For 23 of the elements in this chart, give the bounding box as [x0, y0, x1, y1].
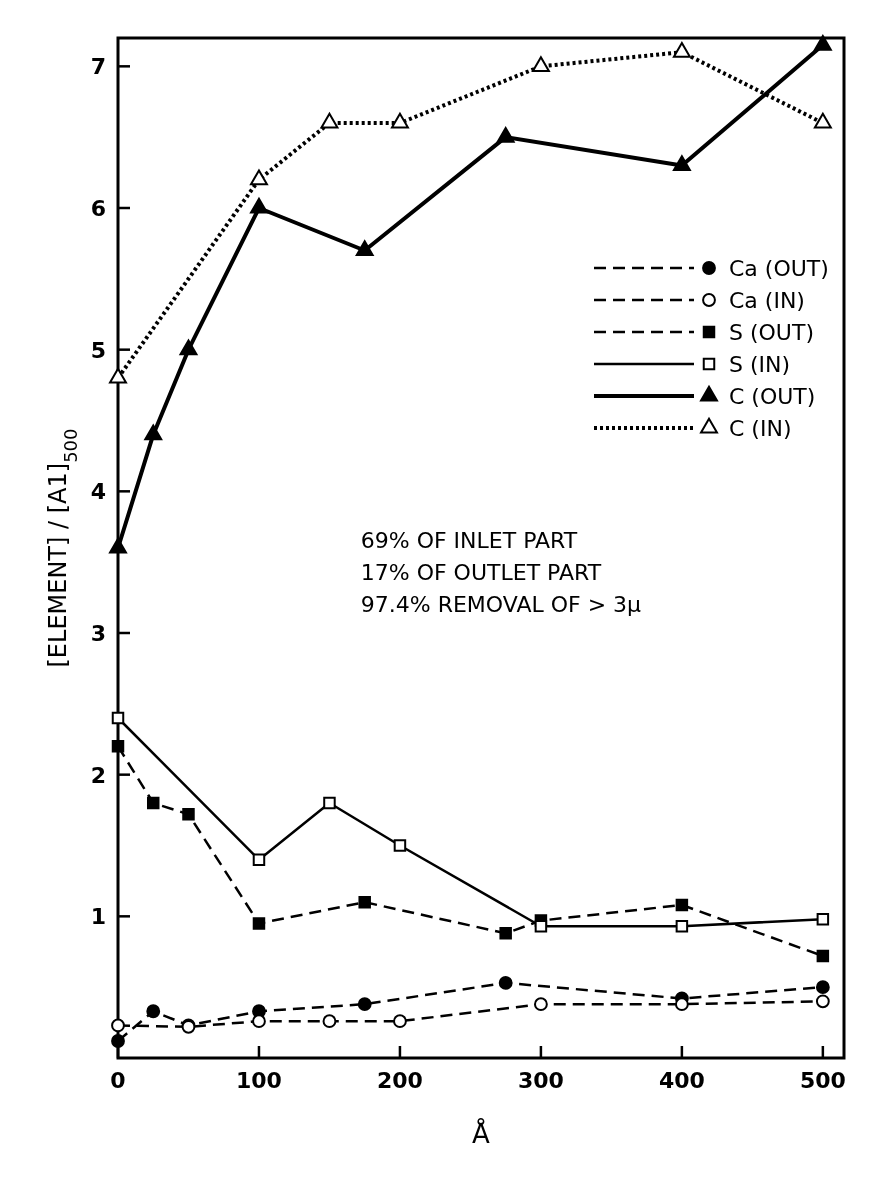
y-tick-label: 1: [90, 904, 106, 930]
legend-label: Ca (OUT): [729, 256, 829, 281]
annotation: 17% OF OUTLET PART: [360, 560, 602, 585]
x-tick-label: 200: [376, 1068, 423, 1093]
y-tick-label: 7: [90, 54, 106, 80]
y-tick-label: 3: [90, 621, 106, 646]
x-tick-label: 400: [658, 1068, 705, 1093]
y-tick-label: 6: [90, 196, 106, 221]
annotation: 97.4% REMOVAL OF > 3μ: [360, 592, 642, 617]
y-tick-label: 2: [90, 762, 106, 788]
x-tick-label: 300: [517, 1068, 564, 1093]
legend-label: C (OUT): [729, 384, 816, 409]
x-tick-label: 100: [236, 1068, 282, 1093]
legend-label: C (IN): [729, 416, 792, 441]
y-tick-label: 5: [90, 337, 106, 363]
legend-label: S (OUT): [729, 320, 814, 345]
legend-label: S (IN): [729, 352, 791, 377]
legend-label: Ca (IN): [729, 288, 805, 313]
x-axis-title: Å: [472, 1118, 491, 1149]
annotation: 69% OF INLET PART: [360, 528, 578, 553]
y-tick-label: 4: [90, 479, 106, 505]
x-tick-label: 0: [110, 1068, 126, 1093]
x-tick-label: 500: [799, 1068, 846, 1093]
